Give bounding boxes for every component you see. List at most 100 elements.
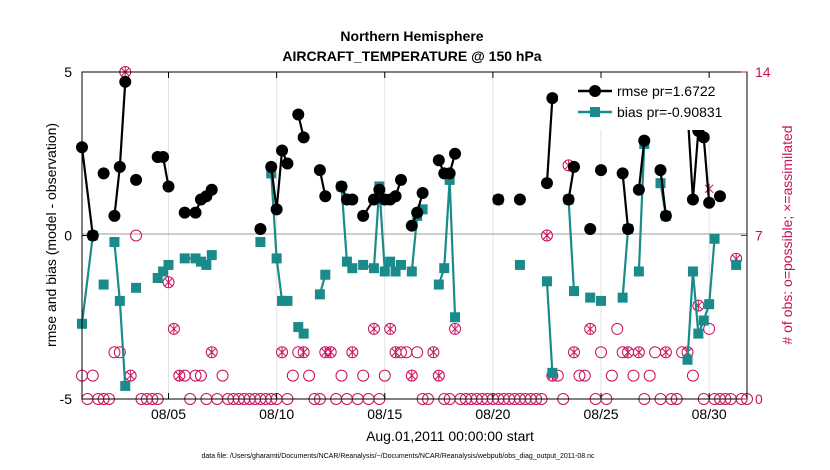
rmse-point	[713, 190, 726, 203]
obs-possible-point	[276, 346, 289, 359]
obs-assimilated-point	[569, 347, 579, 358]
obs-possible-point	[659, 346, 672, 359]
y-axis-label-right: # of obs: o=possible; ×=assimilated	[779, 125, 795, 344]
y-tick-label-left: -5	[60, 391, 73, 407]
y-tick-label-right: 7	[755, 228, 763, 244]
bias-point	[731, 259, 742, 270]
obs-assimilated-point	[429, 347, 438, 358]
obs-possible-point	[411, 346, 424, 359]
y-axis-label-left: rmse and bias (model - observation)	[43, 123, 59, 347]
bias-point	[120, 380, 131, 391]
bias-point	[682, 354, 693, 365]
bias-point	[655, 178, 666, 189]
x-tick-label: 08/05	[151, 406, 186, 422]
y-tick-label-left: 5	[64, 64, 72, 80]
obs-possible-point	[584, 322, 597, 335]
rmse-point	[178, 206, 191, 219]
obs-possible-point	[573, 369, 586, 382]
x-tick-label: 08/30	[692, 406, 727, 422]
bias-point	[687, 266, 698, 277]
x-tick-label: 08/25	[584, 406, 619, 422]
bias-point	[450, 312, 461, 323]
obs-assimilated-point	[369, 323, 379, 334]
rmse-point	[265, 160, 278, 173]
y-tick-label-right: 0	[755, 391, 763, 407]
bias-point	[390, 266, 401, 277]
obs-assimilated-point	[126, 370, 136, 381]
rmse-point	[205, 183, 218, 196]
rmse-point	[492, 193, 505, 206]
bias-point	[320, 269, 331, 280]
bias-point	[693, 328, 704, 339]
bias-point	[368, 263, 379, 274]
obs-possible-point	[692, 299, 705, 312]
bias-line	[637, 143, 646, 272]
rmse-point	[416, 186, 429, 199]
rmse-point	[119, 75, 132, 88]
obs-possible-point	[378, 369, 391, 382]
bias-point	[347, 263, 358, 274]
obs-possible-point	[427, 346, 440, 359]
rmse-point	[562, 193, 575, 206]
bias-point	[358, 259, 369, 270]
rmse-point	[703, 196, 716, 209]
obs-possible-point	[108, 346, 121, 359]
bias-line	[545, 281, 554, 373]
obs-possible-point	[173, 369, 186, 382]
bias-point	[514, 259, 525, 270]
bias-point	[439, 263, 450, 274]
axis-ticks	[82, 71, 747, 400]
tick-labels: 08/05 08/10 08/15 08/20 08/25 08/30 -5 0 5 0 7 14	[60, 64, 771, 422]
rmse-point	[189, 206, 202, 219]
obs-assimilated-point	[542, 230, 552, 241]
rmse-point	[162, 180, 175, 193]
rmse-point	[157, 151, 170, 164]
bias-point	[314, 289, 325, 300]
legend-rmse-marker	[589, 85, 601, 97]
rmse-point	[270, 203, 283, 216]
obs-possible-point	[686, 369, 699, 382]
rmse-point	[546, 92, 559, 105]
obs-possible-point	[432, 369, 445, 382]
obs-assimilated-point	[623, 347, 633, 358]
bias-point	[282, 295, 293, 306]
bias-point	[190, 253, 201, 264]
bias-point	[395, 259, 406, 270]
bias-point	[206, 250, 217, 261]
rmse-point	[373, 183, 386, 196]
legend-bias-label: bias pr=-0.90831	[617, 104, 723, 120]
rmse-point	[411, 206, 424, 219]
x-tick-label: 08/15	[367, 406, 402, 422]
rmse-point	[697, 131, 710, 144]
obs-possible-point	[449, 322, 462, 335]
rmse-point	[686, 193, 699, 206]
obs-assimilated-point	[385, 323, 395, 334]
obs-possible-point	[335, 369, 348, 382]
bias-point	[709, 233, 720, 244]
bias-point	[541, 276, 552, 287]
y-tick-label-right: 14	[755, 64, 771, 80]
obs-possible-point	[627, 369, 640, 382]
obs-possible-point	[643, 369, 656, 382]
obs-possible-point	[357, 369, 370, 382]
bias-point	[163, 259, 174, 270]
bias-point	[379, 266, 390, 277]
rmse-point	[405, 219, 418, 232]
bias-point	[298, 328, 309, 339]
bias-point	[179, 253, 190, 264]
rmse-point	[540, 177, 553, 190]
obs-possible-point	[286, 369, 299, 382]
rmse-point	[367, 193, 380, 206]
obs-possible-point	[632, 346, 645, 359]
rmse-line	[80, 147, 94, 236]
bias-point	[617, 292, 628, 303]
bias-point	[293, 322, 304, 333]
y-tick-label-left: 0	[64, 228, 72, 244]
bias-point	[277, 295, 288, 306]
obs-assimilated-point	[169, 323, 179, 334]
rmse-point	[276, 144, 289, 157]
obs-assimilated-point	[634, 347, 644, 358]
legend: rmse pr=1.6722 bias pr=-0.90831	[558, 78, 743, 130]
bias-point	[547, 367, 558, 378]
rmse-point	[313, 164, 326, 177]
